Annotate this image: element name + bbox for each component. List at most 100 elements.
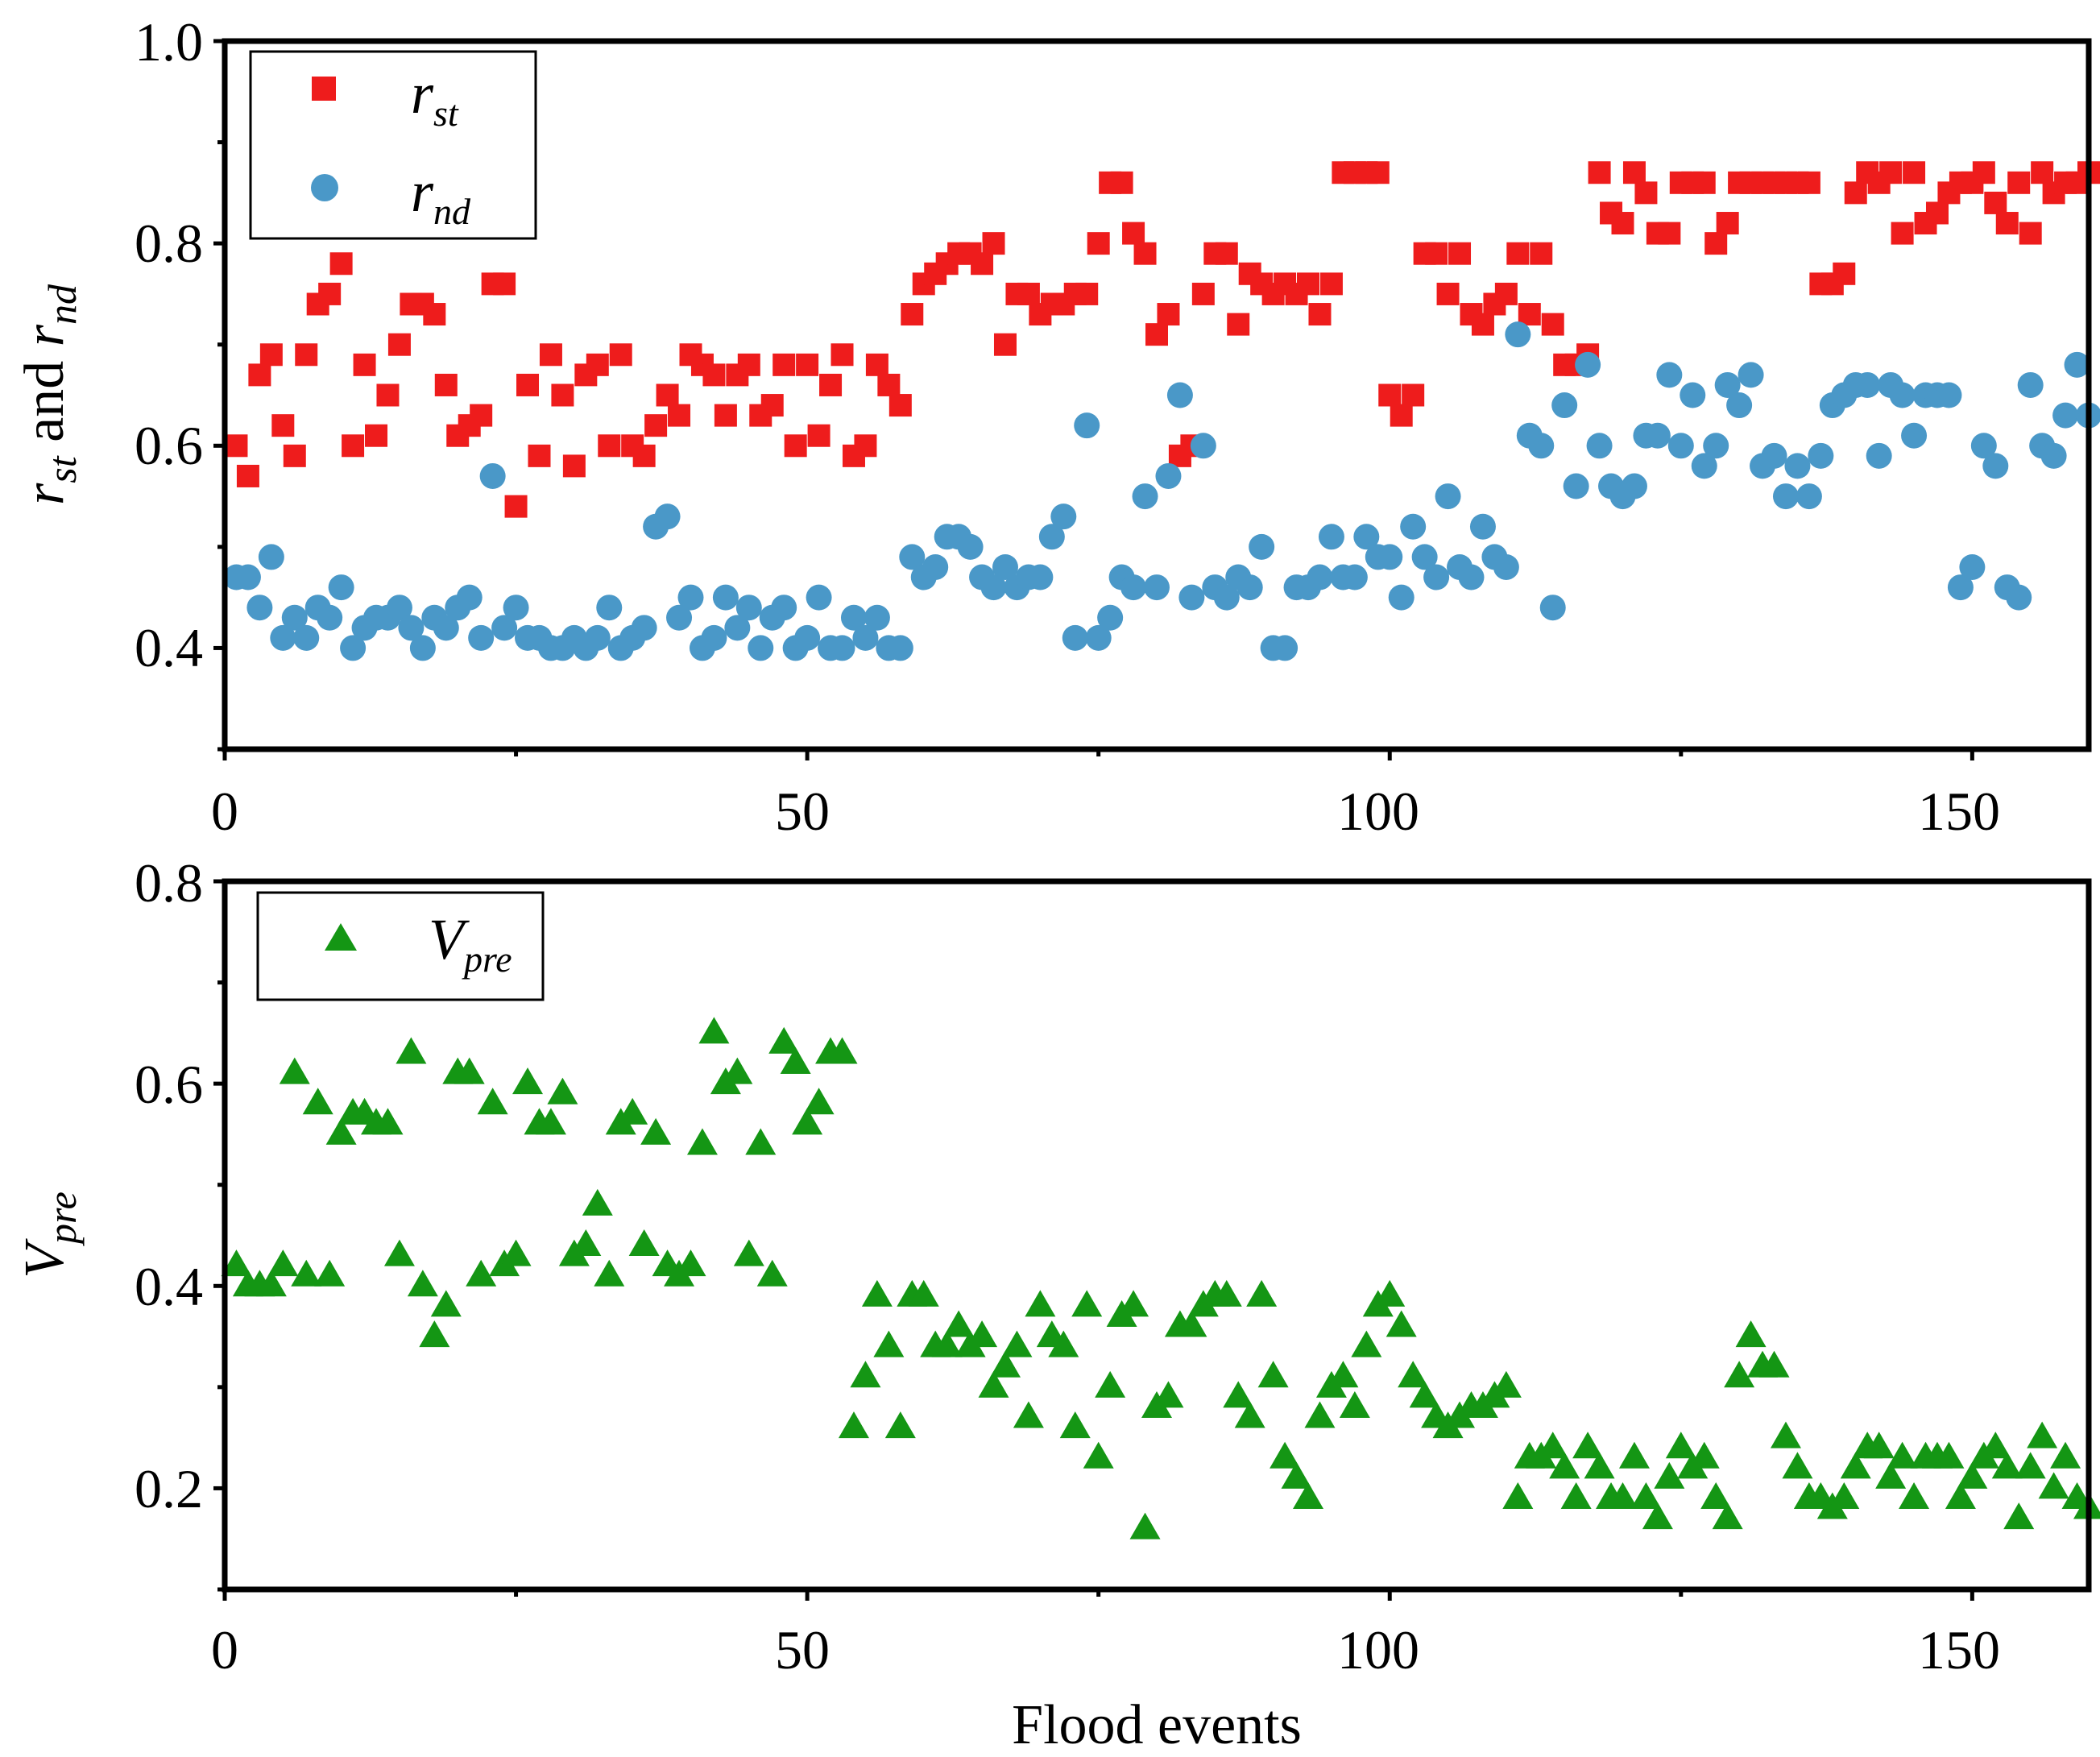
rst-point <box>865 353 888 376</box>
x-axis-title: Flood events <box>1012 1694 1302 1756</box>
rst-point <box>784 434 807 458</box>
bottom-ylabel-main: V <box>14 1238 76 1278</box>
bottom-ylabel-sub: pre <box>39 1191 85 1246</box>
vpre-point <box>1537 1432 1568 1459</box>
rnd-point <box>1691 453 1717 479</box>
rnd-point <box>864 604 890 631</box>
rnd-point <box>794 624 821 651</box>
rnd-point <box>677 584 704 611</box>
vpre-point <box>1770 1421 1801 1448</box>
rst-point <box>1494 282 1518 305</box>
rst-point <box>668 404 691 427</box>
rnd-point <box>806 584 832 611</box>
vpre-point <box>1409 1381 1440 1408</box>
rnd-point <box>1178 584 1205 611</box>
rnd-point <box>1644 422 1671 449</box>
vpre-point <box>1700 1481 1732 1509</box>
vpre-point <box>722 1057 753 1084</box>
vpre-point <box>547 1077 578 1104</box>
vpre-point <box>861 1279 893 1307</box>
vpre-point <box>989 1350 1021 1378</box>
vpre-point <box>698 1017 730 1044</box>
vpre-point <box>931 1330 963 1357</box>
vpre-point <box>768 1026 800 1054</box>
rst-point <box>1891 222 1914 245</box>
rnd-point <box>887 635 913 661</box>
bottom-data-points <box>221 1017 2100 1539</box>
vpre-point <box>314 1259 346 1287</box>
top-ylabel-and: and <box>14 346 76 456</box>
rnd-point <box>1353 524 1380 550</box>
vpre-point <box>1490 1370 1522 1398</box>
rst-point <box>225 434 248 458</box>
vpre-point <box>407 1270 438 1297</box>
rnd-point <box>840 604 867 631</box>
top-plot-frame <box>222 38 2092 752</box>
rnd-point <box>1120 574 1147 601</box>
vpre-point <box>2038 1472 2069 1499</box>
vpre-point <box>1688 1441 1720 1469</box>
rnd-point <box>1551 392 1578 419</box>
rnd-point <box>1155 462 1182 489</box>
legend-vpre-main: V <box>429 907 470 972</box>
rnd-point <box>1469 513 1496 540</box>
rst-point <box>1541 313 1564 336</box>
top-xtick-label: 100 <box>1337 781 1419 842</box>
rst-point <box>1622 161 1646 184</box>
vpre-point <box>1257 1361 1289 1388</box>
rnd-point <box>1761 442 1787 469</box>
vpre-point <box>943 1310 975 1337</box>
rnd-point <box>2064 351 2090 378</box>
top-ytick-label: 0.8 <box>135 213 203 274</box>
vpre-point <box>826 1037 858 1064</box>
rnd-point <box>246 595 273 621</box>
vpre-point <box>1234 1401 1265 1428</box>
vpre-point <box>780 1047 811 1075</box>
rst-point <box>329 252 353 276</box>
vpre-point <box>686 1128 718 1155</box>
vpre-point <box>1374 1279 1406 1307</box>
rnd-point <box>1062 624 1088 651</box>
vpre-point <box>1560 1481 1592 1509</box>
top-ylabel-r1: r <box>14 483 76 505</box>
top-ylabel-r2: r <box>14 324 76 346</box>
vpre-point <box>1386 1310 1417 1337</box>
vpre-point <box>1176 1310 1207 1337</box>
vpre-point <box>325 1117 357 1145</box>
rst-point <box>1879 161 1903 184</box>
vpre-point <box>1957 1461 1988 1489</box>
vpre-point <box>1618 1441 1650 1469</box>
rnd-point <box>1272 635 1299 661</box>
vpre-point <box>1246 1279 1278 1307</box>
rst-point <box>2019 222 2042 245</box>
vpre-point <box>535 1108 566 1135</box>
rst-point <box>1716 212 1739 235</box>
rnd-point <box>1085 624 1112 651</box>
rnd-point <box>1901 422 1928 449</box>
legend-rnd-main: r <box>411 160 434 224</box>
rnd-point <box>1889 382 1916 408</box>
vpre-point <box>1735 1320 1767 1348</box>
rst-point <box>562 454 586 478</box>
vpre-point <box>1980 1432 2011 1459</box>
rnd-point <box>1796 483 1822 510</box>
rst-point <box>714 404 737 427</box>
rst-point <box>1425 242 1448 265</box>
vpre-point <box>1293 1481 1324 1509</box>
vpre-point <box>1642 1502 1673 1530</box>
bottom-ytick-label: 0.2 <box>135 1458 203 1519</box>
rst-point <box>1471 313 1494 336</box>
rnd-point <box>1307 564 1333 591</box>
rnd-point <box>1027 564 1054 591</box>
rnd-point <box>456 584 483 611</box>
rst-point <box>1704 232 1728 255</box>
vpre-point <box>302 1088 333 1115</box>
rst-point <box>1366 161 1390 184</box>
vpre-point <box>1863 1432 1895 1459</box>
rnd-point <box>1097 604 1124 631</box>
rst-point <box>760 394 784 417</box>
vpre-point <box>2050 1441 2081 1469</box>
vpre-point <box>1887 1441 1918 1469</box>
rnd-point <box>1970 433 1997 459</box>
